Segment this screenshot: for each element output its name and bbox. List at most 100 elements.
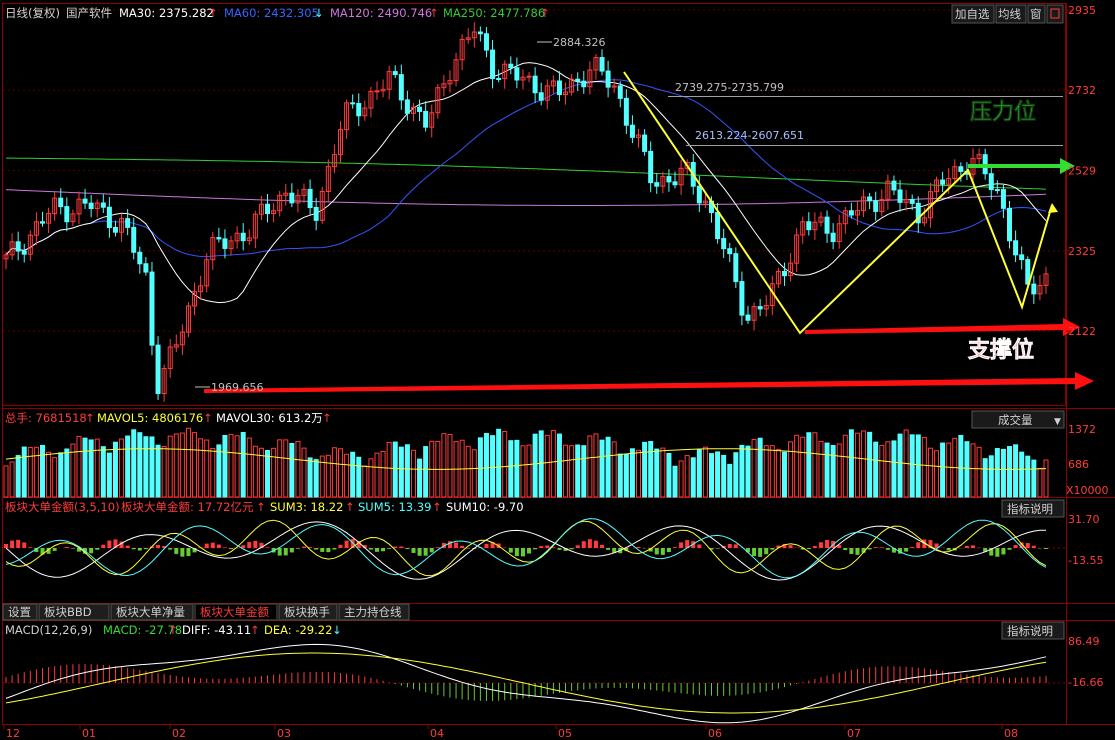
fund-bar [593,540,598,548]
candle-down [15,241,21,252]
indicator-selector[interactable] [971,410,1065,429]
window-button[interactable] [1027,4,1046,24]
macd-help-button[interactable] [1001,621,1065,640]
indicator-tab[interactable] [278,603,338,621]
fund-bar [563,548,568,551]
indicator-tab[interactable] [338,603,410,621]
candle-up [410,106,416,114]
fund-bar [648,548,653,552]
fund-bar [776,545,781,548]
support-annotation: 支撑位 [968,337,1034,363]
fund-bar [928,540,933,548]
volume-bar [70,443,76,498]
candle-down [581,80,587,88]
candle-down [216,237,222,240]
candle-down [356,103,362,117]
add-watchlist-button[interactable] [951,4,995,24]
fund-bar [16,539,21,548]
fund-bar [89,548,94,554]
fund-bar [697,544,702,548]
volume-bar [563,444,569,498]
fund-help-button[interactable] [1001,499,1065,518]
volume-bar [617,453,623,498]
candle-up [885,180,891,200]
fund-bar [277,548,282,556]
fund-bar [885,548,890,550]
ma-settings-button[interactable] [995,4,1027,24]
candle-down [398,74,404,101]
indicator-tab[interactable] [194,603,278,621]
macd-axis-low: -16.66 [1068,676,1103,689]
fund-bar [314,548,319,550]
candle-up [611,85,617,88]
maximize-icon [1050,8,1060,19]
indicator-tab[interactable] [38,603,110,621]
candle-up [374,90,380,93]
candle-up [903,199,909,203]
dea-arrow: ↓ [332,623,342,637]
candle-up [46,213,52,224]
fund-bar [180,548,185,557]
stock-name: 国产软件 [66,6,112,20]
ma30-arrow: ↑ [208,6,218,20]
fund-bar [34,548,39,553]
candle-down [958,166,964,172]
macd-panel [3,643,1066,724]
volume-bar [934,450,940,498]
fund-bar [654,548,659,555]
volume-bar [483,432,489,498]
candle-down [423,110,429,128]
fund-bar [22,542,27,548]
fund-bar [891,548,896,553]
volume-bar [611,441,617,498]
candle-up [836,223,842,243]
resistance-2-label: 2613.224-2607.651 [695,129,804,142]
candle-up [751,306,757,321]
price-tick-label: 2529 [1068,164,1096,177]
indicator-tab[interactable] [110,603,194,621]
candle-down [666,176,672,183]
candle-up [192,291,198,307]
volume-bar [33,446,39,498]
candle-up [368,91,374,109]
mavol30-label: MAVOL30: 613.2万 [216,411,323,425]
volume-bar [1019,451,1025,498]
indicator-selector-label: 成交量 [998,413,1033,427]
fund-bar [484,543,489,548]
volume-bar [46,451,52,498]
candle-down [824,216,830,234]
date-axis: 12 01 02 03 04 05 06 07 08 [3,724,1018,740]
fund-bar [557,548,562,550]
volume-bar [575,444,581,498]
volume-bar [690,457,696,498]
maximize-button[interactable] [1046,4,1064,24]
date-tick-label: 12 [6,727,20,740]
volume-bar [477,437,483,498]
fund-bar [666,548,671,553]
total-volume-label: 总手: 7681518 [5,411,87,425]
candle-up [210,237,216,261]
indicator-tab[interactable] [2,603,38,621]
candle-up [526,75,532,78]
fund-bar [733,544,738,548]
volume-bar [861,430,867,498]
fund-bar [934,543,939,548]
volume-bar [155,444,161,498]
fund-bar [186,548,191,557]
candle-down [477,31,483,35]
volume-bar [271,447,277,498]
volume-bar [289,442,295,498]
candle-up [9,241,15,256]
fund-bar [113,539,118,548]
volume-bar [739,444,745,498]
candle-up [3,254,9,260]
candle-down [1000,189,1006,209]
volume-bar [295,440,301,498]
candle-down [781,270,787,277]
volume-bar [867,431,873,498]
support-arrow-upper [805,318,1080,336]
fund-bar [606,548,611,550]
fund-bar [916,542,921,548]
candle-down [629,124,635,138]
fund-bar [1019,542,1024,548]
